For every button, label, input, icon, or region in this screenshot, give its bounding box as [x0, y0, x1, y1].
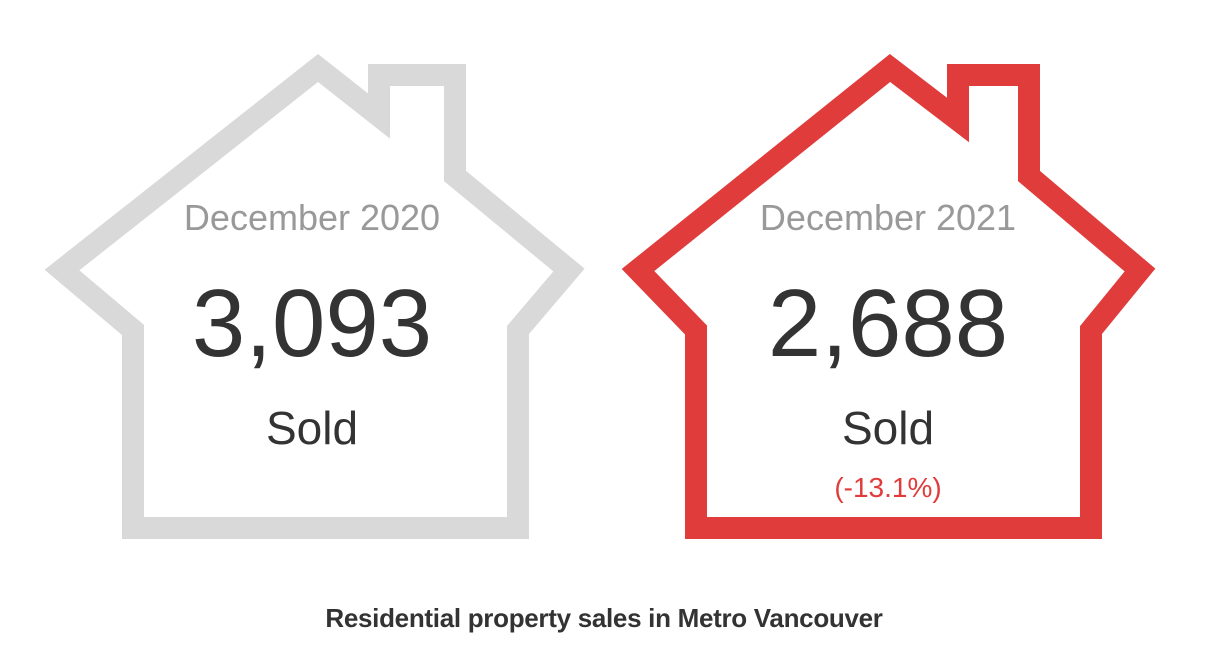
house-outline-shape — [621, 54, 1156, 539]
house-outline-icon — [621, 54, 1156, 539]
period-label: December 2020 — [183, 197, 441, 238]
percent-change: (-13.1%) — [834, 472, 942, 503]
chart-caption: Residential property sales in Metro Vanc… — [325, 603, 883, 633]
period-label: December 2021 — [759, 197, 1017, 238]
sold-count: 3,093 — [191, 270, 433, 377]
sold-count: 2,688 — [767, 270, 1009, 377]
house-card-december-2021: December 2021 2,688 Sold (-13.1%) — [608, 0, 1168, 560]
sold-label: Sold — [841, 402, 935, 454]
sold-label: Sold — [265, 402, 359, 454]
house-card-december-2020: December 2020 3,093 Sold — [32, 0, 592, 560]
house-outline-icon — [44, 53, 585, 539]
house-outline-shape — [44, 53, 585, 539]
